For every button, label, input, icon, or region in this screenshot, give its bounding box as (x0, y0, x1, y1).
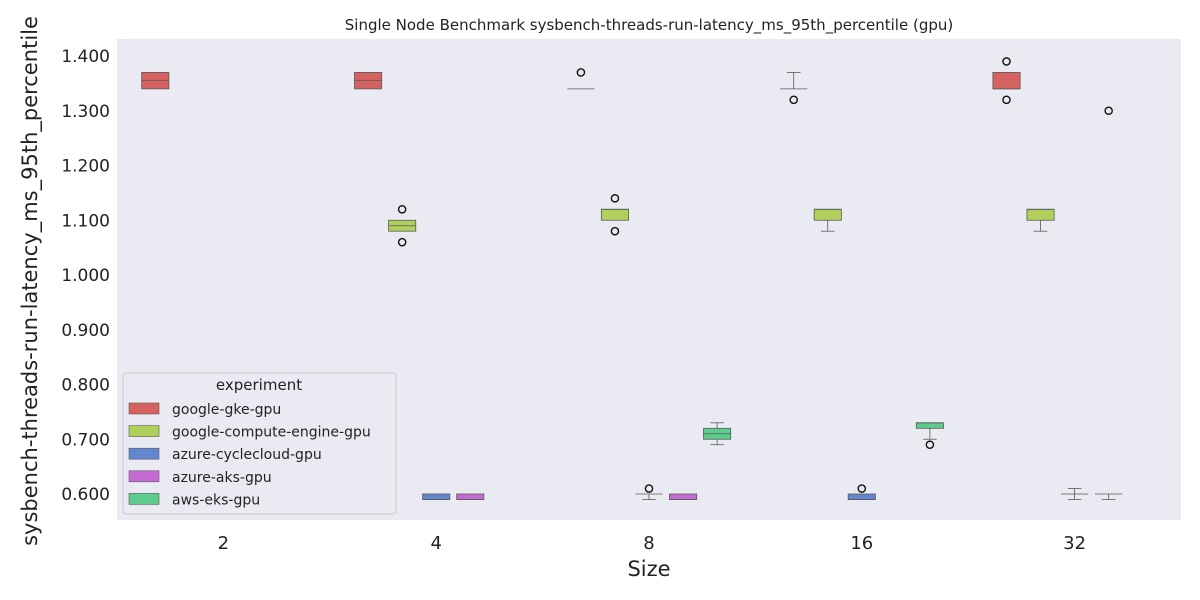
y-tick-label: 1.100 (61, 211, 110, 231)
legend-frame (122, 372, 397, 515)
x-tick-label: 2 (218, 533, 229, 554)
outlier-point (857, 484, 867, 493)
legend-label: azure-cyclecloud-gpu (172, 447, 322, 463)
legend-swatch (128, 447, 160, 460)
box-google-compute-engine-gpu-32 (1026, 208, 1055, 232)
box-body (669, 493, 698, 500)
x-axis: 2 4 8 16 32 (218, 533, 1086, 554)
box-azure-cyclecloud-gpu-16 (847, 484, 876, 500)
chart-title: Single Node Benchmark sysbench-threads-r… (345, 16, 953, 35)
box-body (1026, 208, 1055, 221)
box-azure-aks-gpu-32 (1095, 106, 1123, 500)
legend-label: aws-eks-gpu (172, 492, 260, 508)
x-tick-label: 16 (850, 533, 873, 554)
outlier-point (925, 440, 935, 450)
legend: experiment google-gke-gpu google-compute-… (122, 372, 397, 515)
legend-swatch (128, 402, 160, 415)
box-google-gke-gpu-8 (567, 68, 595, 90)
y-tick-label: 0.800 (61, 376, 110, 396)
y-tick-label: 0.900 (61, 321, 110, 341)
x-tick-label: 4 (430, 533, 441, 554)
legend-label: google-gke-gpu (172, 402, 281, 418)
y-tick-label: 1.200 (61, 157, 110, 177)
box-google-gke-gpu-2 (141, 72, 170, 90)
box-body (915, 422, 944, 429)
y-tick-label: 0.600 (61, 485, 110, 505)
box-google-compute-engine-gpu-4 (388, 204, 417, 247)
legend-label: google-compute-engine-gpu (172, 425, 371, 441)
outlier-point (610, 194, 620, 203)
box-azure-aks-gpu-4 (456, 493, 485, 500)
box-azure-cyclecloud-gpu-32 (1060, 488, 1089, 500)
x-tick-label: 32 (1063, 533, 1086, 554)
y-axis-title: sysbench-threads-run-latency_ms_95th_per… (18, 16, 43, 546)
legend-title: experiment (216, 376, 302, 394)
outlier-point (644, 484, 654, 493)
legend-swatch (128, 470, 160, 483)
legend-label: azure-aks-gpu (172, 470, 272, 486)
y-tick-label: 0.700 (61, 430, 110, 450)
box-aws-eks-gpu-8 (703, 422, 732, 446)
box-google-compute-engine-gpu-8 (600, 194, 629, 236)
box-body (456, 493, 485, 500)
y-tick-label: 1.000 (61, 266, 110, 286)
box-google-gke-gpu-16 (780, 72, 808, 105)
y-tick-label: 1.400 (61, 47, 110, 67)
legend-items: google-gke-gpu google-compute-engine-gpu a… (128, 402, 371, 508)
box-azure-cyclecloud-gpu-4 (422, 493, 451, 500)
box-google-gke-gpu-4 (354, 72, 383, 90)
box-aws-eks-gpu-16 (915, 422, 944, 450)
legend-swatch (128, 425, 160, 437)
outlier-point (576, 68, 586, 77)
box-azure-aks-gpu-8 (669, 493, 698, 500)
box-body (813, 208, 842, 221)
outlier-point (610, 226, 620, 236)
box-body (847, 493, 876, 500)
outlier-point (397, 237, 407, 247)
outlier-point (1002, 57, 1011, 66)
box-google-gke-gpu-32 (992, 57, 1021, 105)
x-axis-title: Size (627, 557, 670, 581)
boxes-layer (141, 57, 1123, 500)
x-tick-label: 8 (643, 533, 654, 554)
legend-swatch (128, 493, 160, 505)
y-tick-label: 1.300 (61, 102, 110, 122)
box-google-compute-engine-gpu-16 (813, 208, 842, 232)
outlier-point (397, 204, 407, 214)
outlier-point (789, 95, 799, 105)
box-body (422, 493, 451, 500)
box-body (992, 72, 1021, 90)
outlier-point (1002, 95, 1011, 105)
outlier-point (1104, 106, 1113, 116)
box-azure-cyclecloud-gpu-8 (635, 484, 663, 500)
y-axis: 0.600 0.700 0.800 0.900 1.000 1.100 1.200 1.300… (61, 47, 110, 505)
box-body (600, 208, 629, 221)
